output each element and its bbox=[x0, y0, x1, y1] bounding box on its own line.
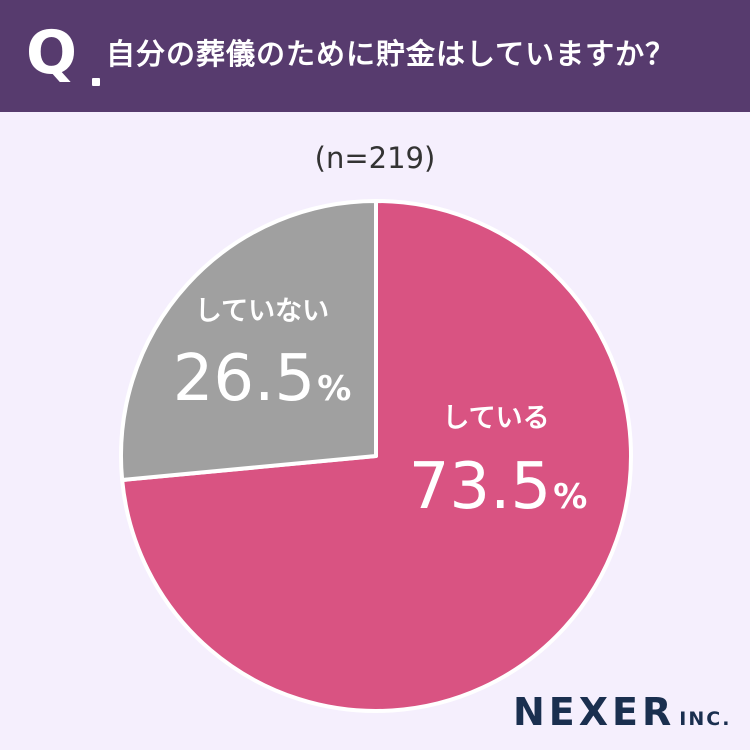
logo-main: NEXER bbox=[513, 690, 676, 734]
q-mark: Q bbox=[26, 18, 78, 88]
q-dot bbox=[92, 78, 100, 86]
slice-label-yes: している bbox=[442, 403, 549, 434]
slice-label-no: していない bbox=[195, 296, 329, 327]
header-bar: Q 自分の葬儀のために貯金はしていますか？ bbox=[0, 0, 750, 112]
pie-slice-no bbox=[119, 199, 378, 482]
logo-sub: INC. bbox=[679, 708, 732, 730]
slice-value-yes: 73.5% bbox=[409, 450, 588, 524]
question-text: 自分の葬儀のために貯金はしていますか？ bbox=[106, 37, 676, 71]
sample-size: (n=219) bbox=[314, 141, 436, 175]
nexer-logo: NEXER INC. bbox=[513, 690, 731, 734]
slice-value-no: 26.5% bbox=[173, 342, 352, 416]
